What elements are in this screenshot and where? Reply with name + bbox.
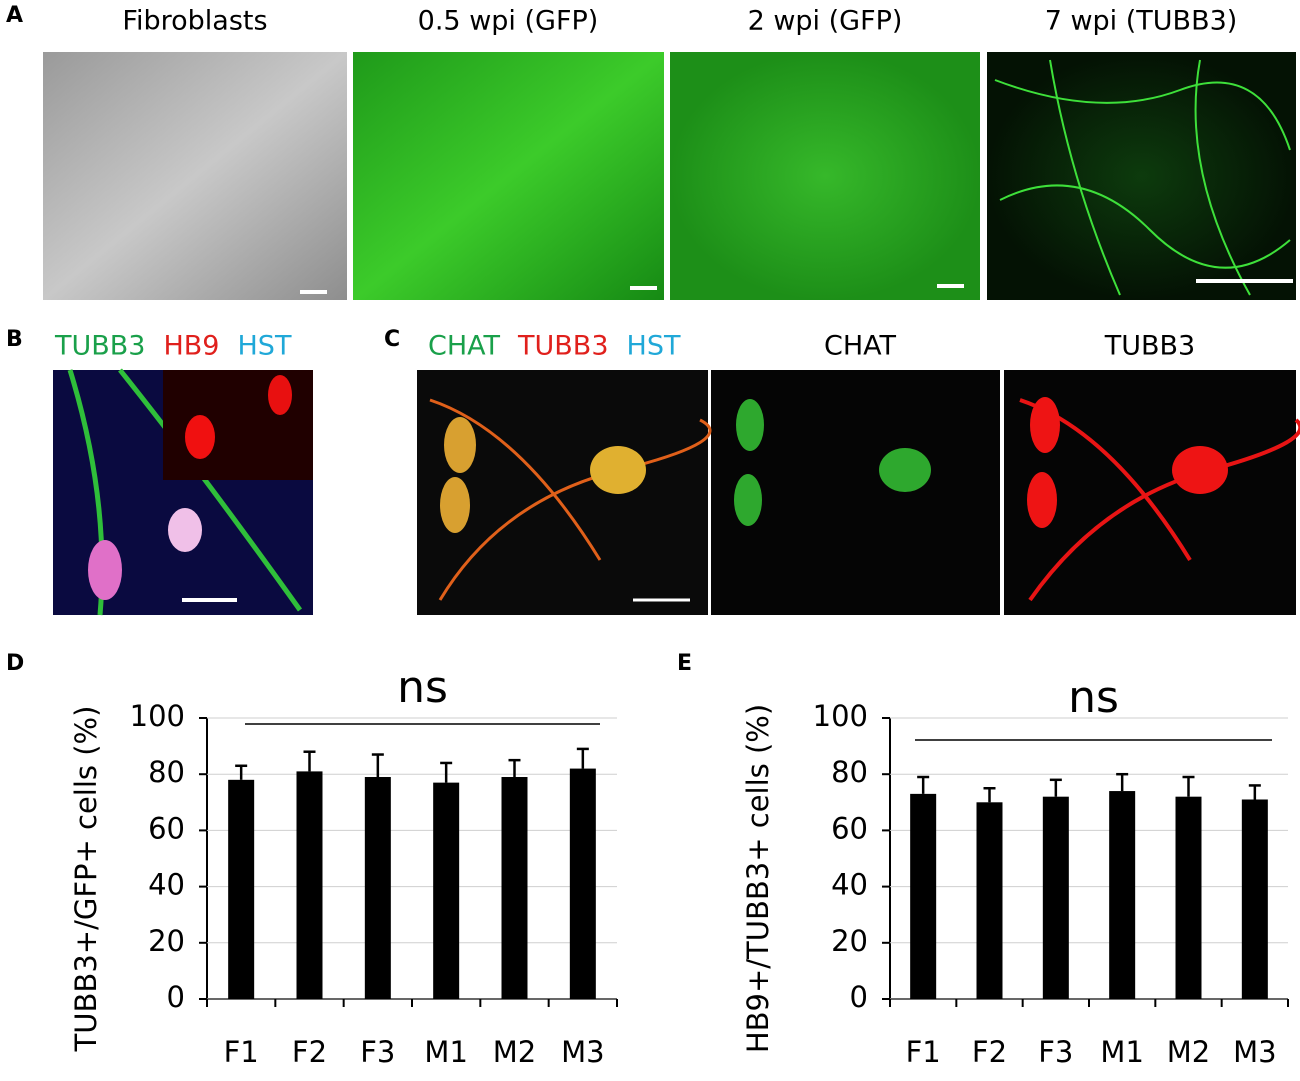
- image-title: Fibroblasts: [122, 6, 267, 37]
- panel-letter: A: [6, 3, 23, 28]
- cell: [268, 375, 292, 415]
- stain-label: HB9: [163, 331, 219, 362]
- image: [43, 52, 347, 300]
- annotation: ns: [397, 662, 448, 713]
- neurites: [994, 59, 1291, 296]
- cell: [1030, 397, 1060, 453]
- x-tick-label: F1: [906, 1035, 941, 1069]
- y-tick-label: 60: [831, 811, 868, 845]
- cell: [736, 399, 764, 451]
- panel-letter: D: [6, 651, 24, 676]
- x-tick-label: F3: [1038, 1035, 1073, 1069]
- y-axis-label: TUBB3+/GFP+ cells (%): [69, 706, 103, 1053]
- cell: [444, 417, 476, 473]
- scale-bars: [300, 279, 1293, 294]
- x-tick-label: M1: [1100, 1035, 1143, 1069]
- bar: [364, 777, 391, 999]
- image: [353, 52, 664, 300]
- stain-label: TUBB3: [517, 331, 608, 362]
- panel-b-image: [53, 368, 313, 616]
- cell: [879, 448, 931, 492]
- x-tick-label: F2: [292, 1035, 327, 1069]
- image-title: 0.5 wpi (GFP): [418, 6, 599, 37]
- image-title: CHAT: [824, 331, 897, 362]
- bar: [1042, 796, 1069, 999]
- x-tick-label: F2: [972, 1035, 1007, 1069]
- y-tick-label: 40: [148, 868, 185, 902]
- y-tick-label: 0: [850, 980, 868, 1014]
- bar: [501, 777, 528, 999]
- panel-c-images: [417, 370, 1300, 615]
- panel-letter: C: [384, 327, 400, 352]
- annotation: ns: [1068, 672, 1119, 723]
- cell: [1172, 446, 1228, 494]
- panel-letter: E: [677, 651, 692, 676]
- bar: [1241, 799, 1268, 999]
- image-title: 2 wpi (GFP): [748, 6, 903, 37]
- cell: [1027, 472, 1057, 528]
- bar: [296, 771, 323, 999]
- cell: [734, 474, 762, 526]
- stain-label: CHAT: [428, 331, 501, 362]
- bar: [910, 793, 937, 999]
- cell: [185, 415, 215, 459]
- y-tick-label: 100: [813, 699, 868, 733]
- bar: [569, 768, 596, 999]
- cell: [168, 508, 202, 552]
- bar: [1109, 791, 1136, 999]
- x-tick-label: M3: [561, 1035, 604, 1069]
- y-tick-label: 20: [831, 924, 868, 958]
- y-tick-label: 100: [130, 699, 185, 733]
- bar: [1175, 796, 1202, 999]
- y-tick-label: 0: [167, 980, 185, 1014]
- x-tick-label: F1: [224, 1035, 259, 1069]
- image: [670, 52, 980, 300]
- y-tick-label: 40: [831, 868, 868, 902]
- x-tick-label: M2: [493, 1035, 536, 1069]
- cell: [440, 477, 470, 533]
- bar: [433, 782, 460, 999]
- bar: [228, 779, 255, 999]
- x-tick-label: M3: [1233, 1035, 1276, 1069]
- x-tick-label: F3: [360, 1035, 395, 1069]
- cell: [88, 540, 122, 600]
- y-tick-label: 80: [148, 755, 185, 789]
- x-tick-label: M1: [424, 1035, 467, 1069]
- bar: [976, 802, 1003, 999]
- stain-label: HST: [627, 331, 681, 362]
- stain-label: HST: [238, 331, 292, 362]
- panel-a-images: [43, 52, 1296, 300]
- cell: [590, 446, 646, 494]
- stain-label: TUBB3: [54, 331, 145, 362]
- y-tick-label: 80: [831, 755, 868, 789]
- image-title: 7 wpi (TUBB3): [1045, 6, 1238, 37]
- y-tick-label: 20: [148, 924, 185, 958]
- panel-letter: B: [6, 327, 23, 352]
- y-axis-label: HB9+/TUBB3+ cells (%): [741, 704, 775, 1053]
- y-tick-label: 60: [148, 811, 185, 845]
- image-title: TUBB3: [1104, 331, 1195, 362]
- x-tick-label: M2: [1167, 1035, 1210, 1069]
